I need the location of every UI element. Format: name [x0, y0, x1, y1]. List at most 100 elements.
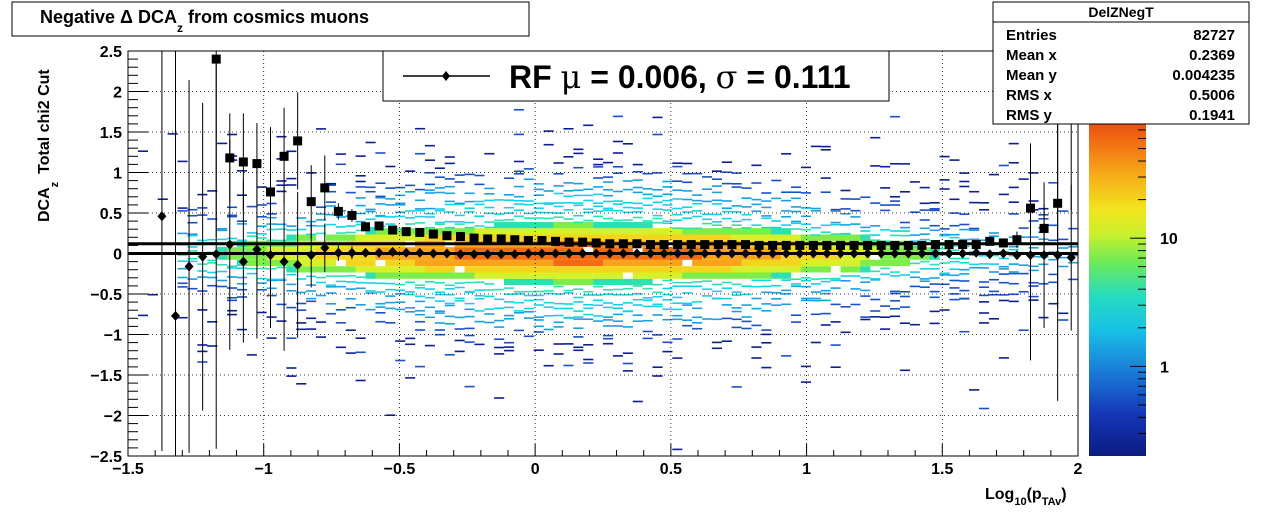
heatmap-cell: [632, 272, 643, 279]
heatmap-cell: [454, 214, 465, 217]
heatmap-cell: [296, 278, 307, 280]
marker-square: [361, 222, 370, 232]
heatmap-cell: [345, 191, 356, 194]
marker-square: [1053, 198, 1063, 208]
heatmap-cell: [385, 187, 396, 189]
stats-label: Entries: [1006, 27, 1057, 44]
heatmap-cell: [444, 247, 455, 254]
heatmap-cell: [335, 216, 346, 218]
heatmap-cell: [1008, 186, 1019, 189]
y-tick-label: −1.5: [90, 368, 122, 385]
heatmap-cell: [474, 183, 485, 186]
heatmap-cell: [533, 316, 544, 318]
heatmap-cell: [573, 228, 584, 235]
heatmap-cell: [246, 235, 257, 237]
heatmap-cell: [1038, 214, 1049, 216]
heatmap-cell: [405, 311, 416, 313]
heatmap-cell: [850, 266, 861, 273]
heatmap-cell: [820, 299, 831, 302]
heatmap-cell: [603, 207, 614, 210]
heatmap-cell: [375, 320, 386, 323]
heatmap-cell: [662, 220, 673, 223]
heatmap-cell: [979, 255, 990, 257]
heatmap-cell: [969, 263, 980, 266]
heatmap-cell: [513, 266, 524, 273]
heatmap-cell: [711, 347, 722, 350]
heatmap-cell: [1028, 220, 1039, 222]
heatmap-cell: [1028, 269, 1039, 272]
marker-square: [347, 210, 357, 220]
y-axis-title-group: DCAzTotal chi2 Cut: [36, 69, 61, 222]
heatmap-cell: [830, 253, 841, 260]
heatmap-cell: [444, 302, 455, 305]
heatmap-cell: [890, 300, 901, 302]
heatmap-cell: [434, 322, 445, 324]
heatmap-cell: [880, 229, 891, 231]
heatmap-cell: [593, 299, 604, 302]
heatmap-cell: [504, 221, 515, 229]
heatmap-cell: [830, 279, 841, 281]
heatmap-cell: [751, 357, 762, 359]
heatmap-cell: [484, 321, 495, 324]
heatmap-cell: [781, 259, 792, 267]
heatmap-cell: [424, 316, 435, 319]
heatmap-cell: [474, 320, 485, 323]
heatmap-cell: [702, 288, 713, 290]
heatmap-cell: [781, 224, 792, 226]
heatmap-cell: [959, 213, 970, 215]
heatmap-cell: [583, 344, 594, 346]
heatmap-cell: [682, 319, 693, 321]
heatmap-cell: [702, 176, 713, 178]
heatmap-cell: [583, 199, 594, 202]
heatmap-cell: [1058, 312, 1069, 315]
heatmap-cell: [820, 224, 831, 227]
heatmap-cell: [880, 316, 891, 318]
heatmap-cell: [672, 165, 683, 168]
heatmap-cell: [1008, 271, 1019, 273]
heatmap-cell: [850, 209, 861, 212]
heatmap-cell: [227, 133, 238, 136]
heatmap-cell: [444, 211, 455, 213]
heatmap-cell: [187, 250, 198, 252]
heatmap-cell: [998, 268, 1009, 270]
heatmap-cell: [761, 234, 772, 241]
heatmap-cell: [424, 189, 435, 191]
heatmap-cell: [444, 293, 455, 296]
heatmap-cell: [880, 204, 891, 206]
heatmap-cell: [494, 353, 505, 355]
heatmap-cell: [840, 331, 851, 334]
heatmap-cell: [286, 266, 297, 273]
heatmap-cell: [820, 292, 831, 295]
heatmap-cell: [236, 220, 247, 222]
heatmap-cell: [890, 259, 901, 267]
heatmap-cell: [593, 228, 604, 235]
heatmap-cell: [464, 308, 475, 311]
heatmap-cell: [296, 322, 307, 324]
heatmap-cell: [1058, 238, 1069, 241]
heatmap-cell: [1008, 293, 1019, 296]
heatmap-cell: [810, 341, 821, 344]
heatmap-cell: [741, 320, 752, 323]
heatmap-cell: [870, 202, 881, 204]
heatmap-cell: [316, 225, 327, 227]
heatmap-cell: [929, 209, 940, 212]
heatmap-cell: [622, 228, 633, 235]
heatmap-cell: [672, 448, 683, 451]
heatmap-cell: [177, 267, 188, 270]
heatmap-cell: [177, 232, 188, 235]
heatmap-cell: [365, 210, 376, 213]
heatmap-cell: [484, 199, 495, 202]
heatmap-cell: [612, 152, 623, 154]
heatmap-cell: [434, 293, 445, 296]
heatmap-cell: [979, 312, 990, 314]
marker-diamond: [632, 248, 642, 259]
heatmap-cell: [355, 253, 366, 260]
heatmap-cell: [553, 173, 564, 175]
heatmap-cell: [375, 253, 386, 260]
marker-square: [537, 236, 547, 246]
heatmap-cell: [622, 259, 633, 267]
heatmap-cell: [385, 272, 396, 279]
heatmap-cell: [523, 178, 534, 180]
heatmap-cell: [899, 274, 910, 276]
heatmap-cell: [533, 272, 544, 279]
